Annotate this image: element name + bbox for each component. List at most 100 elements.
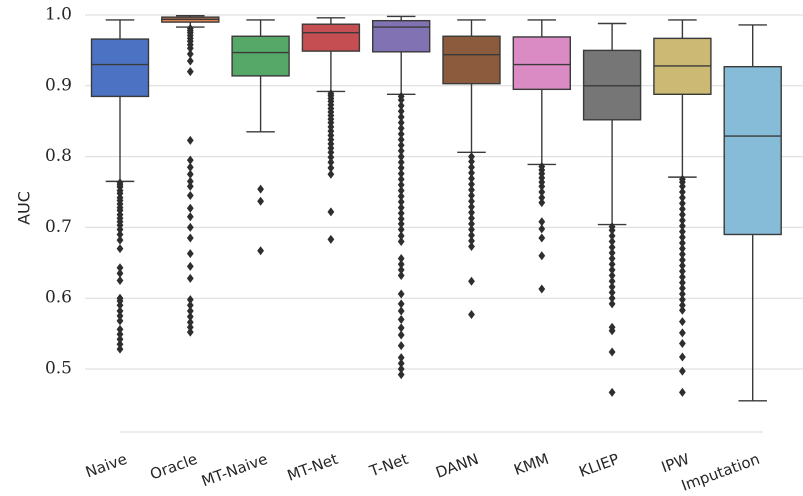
y-tick-label: 1.0: [45, 5, 72, 25]
outlier-point: [608, 322, 616, 332]
outlier-point: [679, 255, 686, 265]
outlier-point: [257, 184, 264, 194]
y-tick-label: 0.7: [45, 217, 72, 237]
outlier-point: [186, 300, 194, 310]
outlier-point: [679, 387, 686, 397]
outlier-point: [397, 169, 405, 179]
outlier-point: [116, 334, 124, 344]
outlier-point: [679, 283, 686, 293]
outlier-point: [186, 249, 194, 259]
outlier-point: [679, 227, 686, 237]
outlier-point: [679, 193, 686, 203]
outlier-point: [186, 191, 194, 201]
outlier-point: [608, 242, 616, 252]
outlier-point: [608, 254, 616, 264]
outlier-point: [186, 317, 194, 327]
outlier-point: [468, 174, 475, 184]
outlier-point: [397, 219, 405, 229]
x-tick-label: Naive: [83, 450, 129, 482]
outlier-point: [327, 234, 335, 244]
outlier-point: [397, 306, 405, 316]
outlier-point: [397, 135, 405, 145]
x-tick-label: KLIEP: [577, 450, 622, 481]
outlier-point: [397, 186, 405, 196]
outlier-point: [608, 222, 616, 232]
outlier-point: [397, 112, 405, 122]
outlier-point: [397, 180, 405, 190]
outlier-point: [468, 162, 475, 172]
outlier-point: [608, 259, 616, 269]
outlier-point: [608, 231, 616, 241]
outlier-point: [679, 272, 686, 282]
outlier-point: [538, 217, 546, 227]
iqr-box: [723, 65, 782, 236]
outlier-point: [397, 370, 405, 380]
outlier-point: [116, 276, 124, 285]
y-axis-title: AUC: [15, 191, 34, 225]
outlier-point: [608, 288, 616, 298]
outlier-point: [397, 203, 405, 213]
outlier-point: [679, 352, 686, 362]
outlier-point: [397, 289, 405, 299]
outlier-point: [116, 293, 124, 303]
outlier-point: [397, 146, 405, 156]
outlier-point: [468, 208, 475, 218]
outlier-point: [397, 123, 405, 133]
outlier-point: [186, 233, 194, 243]
outlier-point: [186, 261, 194, 271]
outlier-point: [397, 323, 405, 333]
box-mt-net: [301, 17, 361, 244]
outlier-point: [327, 89, 335, 99]
outlier-point: [186, 176, 194, 186]
outlier-point: [116, 311, 124, 321]
outlier-point: [608, 276, 616, 286]
outlier-point: [538, 233, 546, 243]
outlier-point: [679, 289, 686, 299]
outlier-point: [327, 207, 335, 217]
box-ipw: [653, 19, 712, 397]
outlier-point: [679, 266, 686, 276]
outlier-point: [679, 244, 686, 254]
outlier-point: [679, 295, 686, 305]
box-t-net: [372, 15, 431, 380]
outlier-point: [397, 91, 405, 101]
y-tick-label: 0.8: [45, 146, 72, 166]
outlier-point: [397, 254, 405, 264]
outlier-point: [608, 265, 616, 275]
box-oracle: [161, 15, 220, 337]
outlier-point: [397, 163, 405, 173]
outlier-point: [397, 364, 405, 374]
outlier-point: [679, 366, 686, 376]
outlier-point: [679, 204, 686, 214]
outlier-point: [608, 271, 616, 281]
outlier-point: [397, 299, 405, 309]
outlier-point: [468, 179, 475, 189]
x-tick-label: Imputation: [679, 450, 762, 495]
outlier-point: [186, 169, 194, 179]
outlier-point: [538, 187, 546, 197]
outlier-point: [397, 118, 405, 128]
box-imputation: [723, 24, 782, 402]
outlier-point: [468, 225, 475, 235]
outlier-point: [186, 295, 194, 305]
outlier-point: [468, 230, 475, 240]
outlier-point: [186, 312, 194, 322]
outlier-point: [397, 330, 405, 340]
outlier-point: [186, 67, 194, 77]
outlier-point: [608, 282, 616, 292]
outlier-point: [327, 152, 335, 162]
outlier-point: [116, 244, 124, 254]
outlier-point: [116, 178, 124, 188]
outlier-point: [679, 339, 686, 349]
outlier-point: [468, 191, 475, 201]
outlier-point: [679, 305, 686, 315]
outlier-point: [116, 316, 124, 326]
outlier-point: [116, 263, 124, 273]
outlier-point: [327, 163, 335, 173]
outlier-point: [397, 101, 405, 111]
iqr-box: [372, 19, 431, 53]
outlier-point: [468, 309, 475, 319]
outlier-point: [397, 140, 405, 150]
x-axis-category-labels: Naive Oracle MT-Naive MT-Net T-Net DANN KMM KLI…: [83, 450, 762, 495]
